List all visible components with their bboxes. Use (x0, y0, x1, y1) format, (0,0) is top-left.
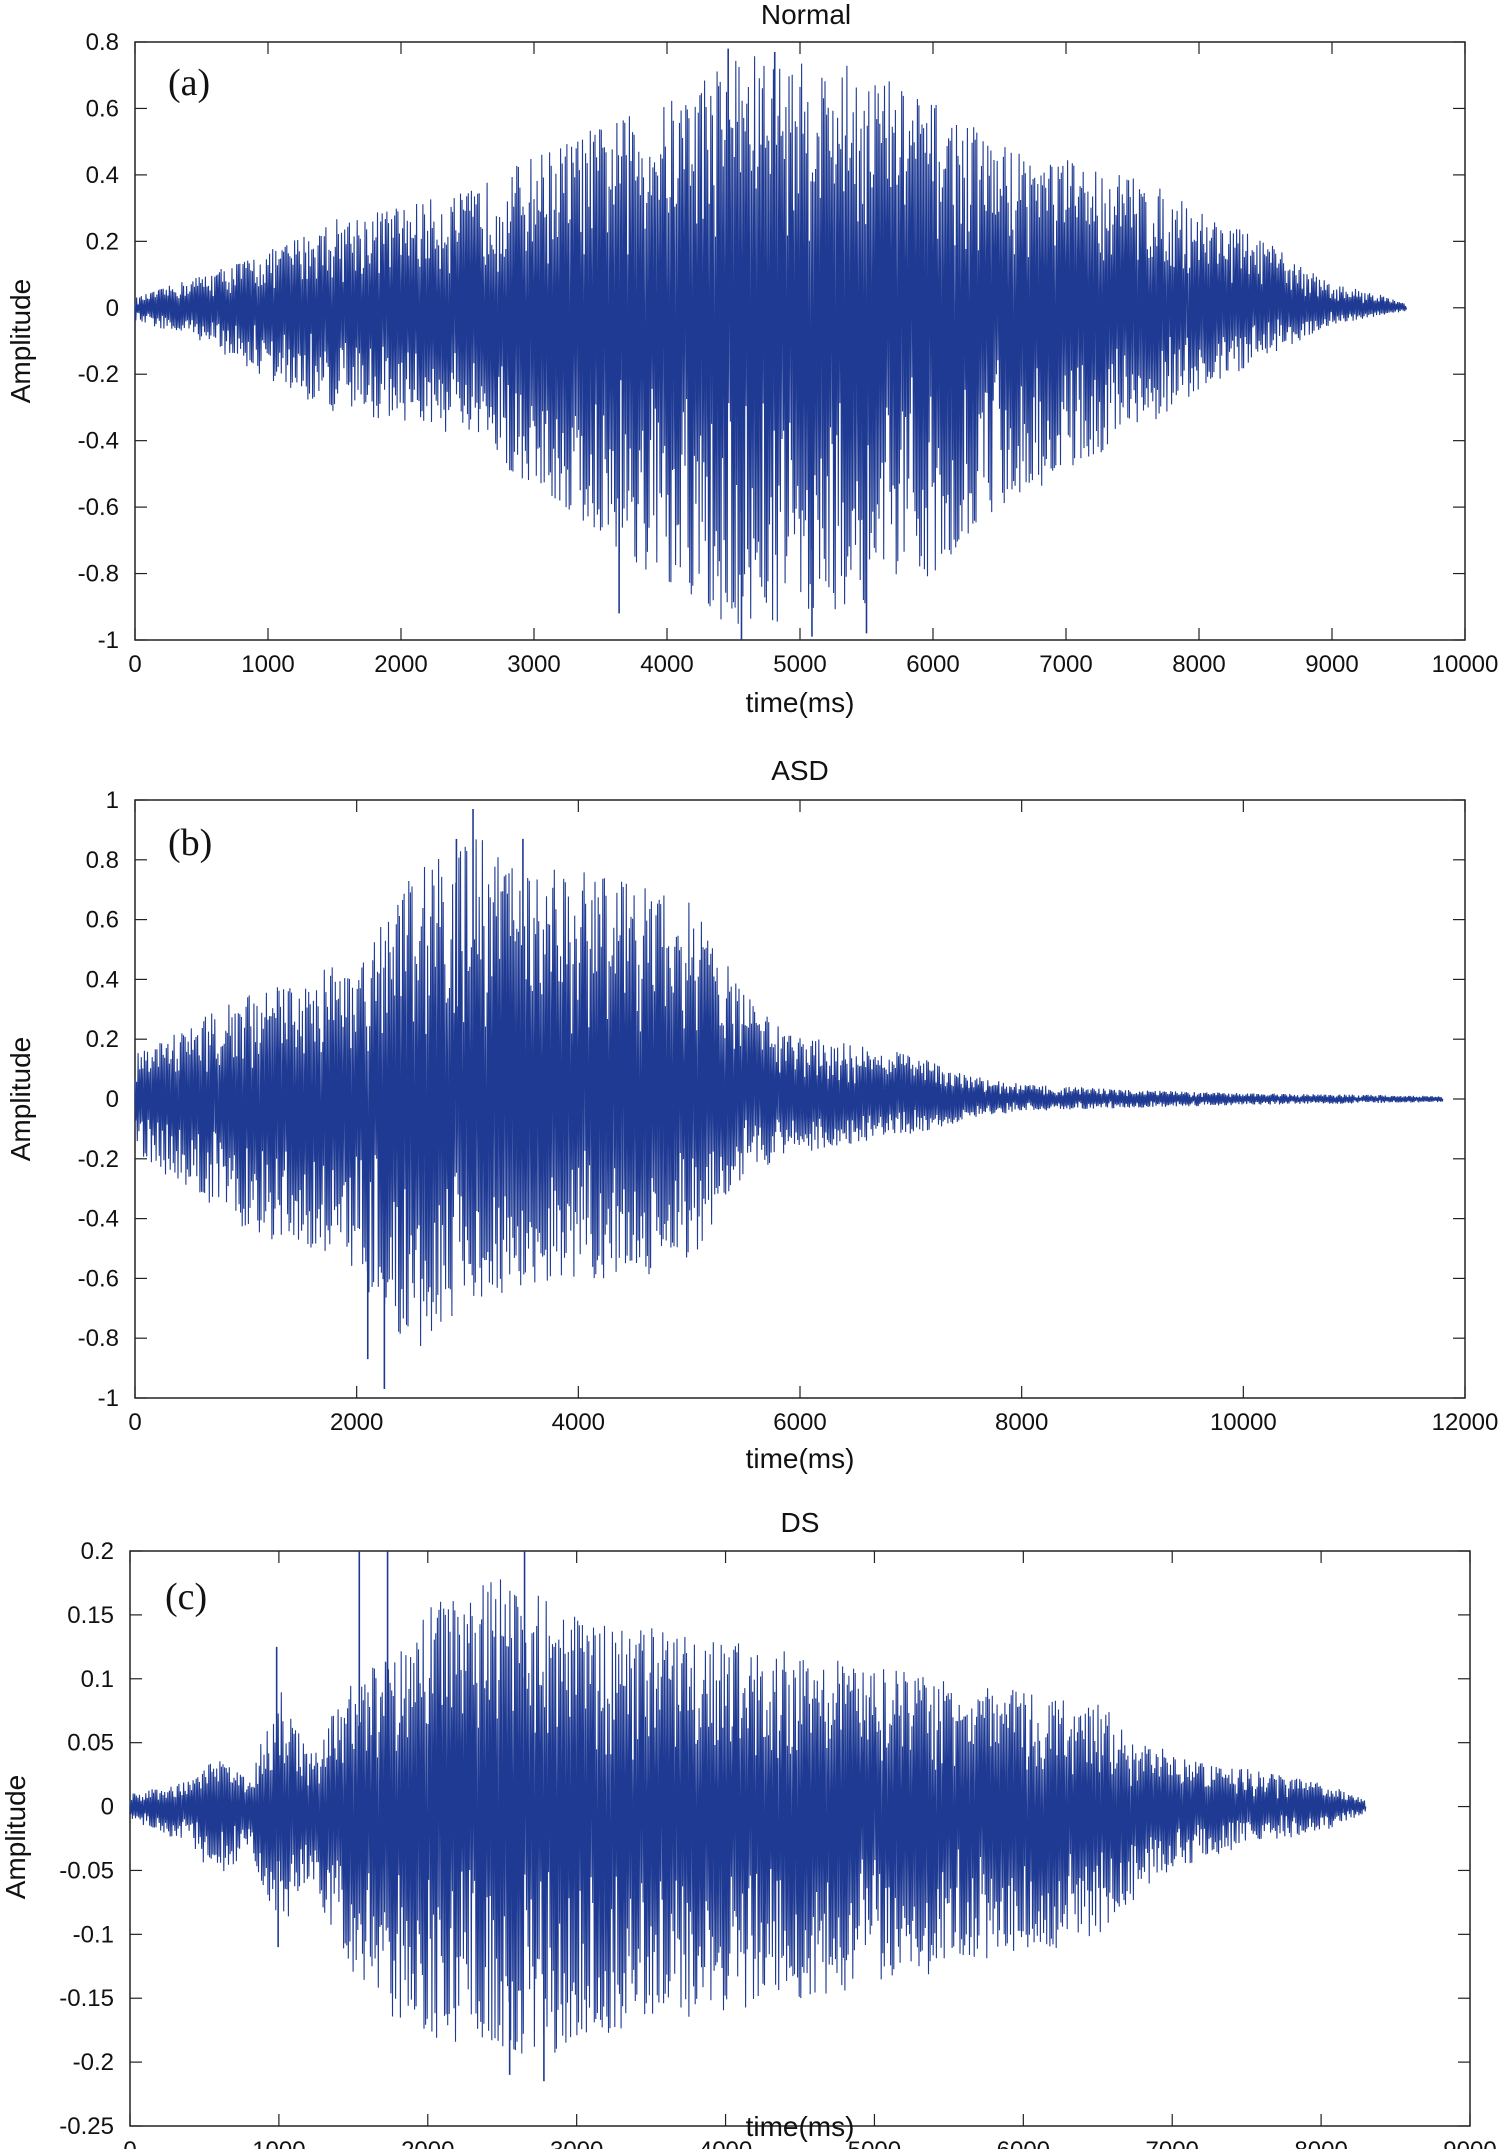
x-tick-label: 12000 (1432, 1409, 1499, 1436)
x-tick-label: 3000 (507, 651, 560, 678)
y-tick-label: -0.6 (78, 1265, 119, 1292)
y-tick-label: 0.4 (86, 966, 119, 993)
y-tick-label: 0.6 (86, 907, 119, 934)
y-axis-label: Amplitude (5, 1037, 36, 1162)
chart-panel-ds: DS -0.25 -0.2 -0.15 -0.1 -0.05 0 0.05 0.1 0.15 0.2… (0, 1507, 1497, 2149)
chart-panel-normal: Normal -1 -0.8 -0.6 -0.4 -0.2 0 0.2 0.4 0.6 0.8 0 10… (5, 0, 1498, 718)
y-tick-label: -1 (98, 627, 119, 654)
chart-title: Normal (761, 0, 851, 30)
y-tick-label: 0.8 (86, 847, 119, 874)
y-tick-label: 0.8 (86, 29, 119, 56)
x-tick-label: 4000 (552, 1409, 605, 1436)
y-axis-label: Amplitude (5, 279, 36, 404)
x-axis-label: time(ms) (746, 687, 855, 718)
y-axis-label: Amplitude (0, 1775, 31, 1900)
y-tick-label: 0 (106, 1086, 119, 1113)
y-tick-label: 0.05 (67, 1730, 114, 1757)
y-tick-label: -0.15 (59, 1985, 114, 2012)
y-tick-label: 0.2 (86, 1026, 119, 1053)
x-tick-label: 6000 (773, 1409, 826, 1436)
x-tick-label: 8000 (1172, 651, 1225, 678)
x-tick-label: 0 (128, 1409, 141, 1436)
x-tick-label: 9000 (1305, 651, 1358, 678)
chart-panel-asd: ASD -1 -0.8 -0.6 -0.4 -0.2 0 0.2 0.4 0.6 0.8 1 0 2000… (5, 755, 1498, 1474)
x-tick-label: 2000 (330, 1409, 383, 1436)
x-tick-label: 5000 (848, 2137, 901, 2149)
y-tick-label: 0 (101, 1794, 114, 1821)
y-tick-label: -0.05 (59, 1857, 114, 1884)
x-axis-label: time(ms) (746, 1443, 855, 1474)
x-tick-label: 3000 (550, 2137, 603, 2149)
waveform-series (134, 56, 1408, 624)
x-tick-label: 10000 (1432, 651, 1499, 678)
x-tick-label: 0 (123, 2137, 136, 2149)
waveform-series (129, 1579, 1367, 2054)
y-tick-label: 0.1 (81, 1666, 114, 1693)
y-tick-label: 0.6 (86, 95, 119, 122)
chart-title: DS (781, 1507, 820, 1538)
x-tick-label: 5000 (773, 651, 826, 678)
y-tick-label: -0.8 (78, 561, 119, 588)
y-tick-label: -0.2 (73, 2049, 114, 2076)
y-tick-label: 0 (106, 295, 119, 322)
y-tick-label: -0.2 (78, 361, 119, 388)
y-tick-label: -0.4 (78, 428, 119, 455)
y-tick-label: -0.8 (78, 1325, 119, 1352)
x-tick-label: 8000 (1294, 2137, 1347, 2149)
x-tick-label: 0 (128, 651, 141, 678)
x-tick-label: 9000 (1443, 2137, 1496, 2149)
plot-frame (129, 1550, 1471, 2127)
panel-label: (c) (165, 1576, 207, 1618)
x-tick-label: 8000 (995, 1409, 1048, 1436)
x-tick-label: 7000 (1146, 2137, 1199, 2149)
y-tick-label: 0.2 (86, 228, 119, 255)
x-tick-label: 2000 (401, 2137, 454, 2149)
x-tick-label: 10000 (1210, 1409, 1277, 1436)
x-tick-label: 6000 (906, 651, 959, 678)
y-tick-label: -0.4 (78, 1206, 119, 1233)
panel-label: (b) (168, 822, 212, 864)
y-tick-label: 0.4 (86, 162, 119, 189)
chart-title: ASD (771, 755, 829, 786)
x-tick-label: 1000 (252, 2137, 305, 2149)
y-tick-label: -0.6 (78, 494, 119, 521)
y-tick-label: 1 (106, 787, 119, 814)
x-tick-label: 6000 (997, 2137, 1050, 2149)
y-tick-label: 0.2 (81, 1538, 114, 1565)
x-tick-label: 2000 (374, 651, 427, 678)
x-tick-label: 4000 (640, 651, 693, 678)
y-tick-label: 0.15 (67, 1602, 114, 1629)
y-tick-label: -0.2 (78, 1146, 119, 1173)
x-tick-label: 1000 (241, 651, 294, 678)
x-tick-label: 4000 (699, 2137, 752, 2149)
panel-label: (a) (168, 62, 210, 104)
x-axis-label: time(ms) (746, 2111, 855, 2142)
y-tick-label: -1 (98, 1385, 119, 1412)
x-tick-label: 7000 (1039, 651, 1092, 678)
y-tick-label: -0.25 (59, 2113, 114, 2140)
waveform-series (134, 839, 1444, 1347)
y-tick-label: -0.1 (73, 1921, 114, 1948)
